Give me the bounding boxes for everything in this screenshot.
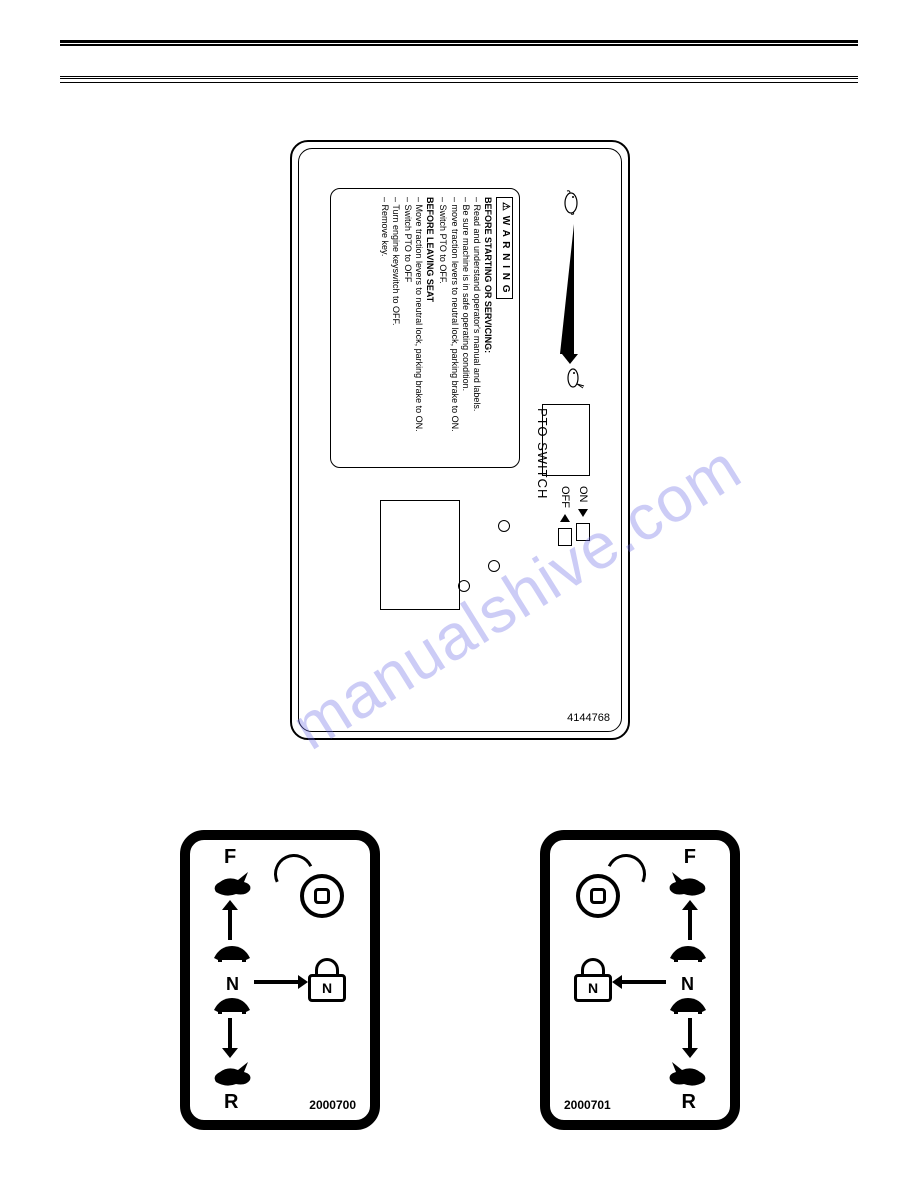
- turtle-slow-icon: [666, 994, 710, 1016]
- neutral-arrow: [254, 980, 298, 984]
- traction-decal-left: F R N N 2000700: [180, 830, 380, 1130]
- turtle-slow-icon: [210, 994, 254, 1016]
- page-rule-2: [60, 76, 858, 79]
- forward-label: F: [684, 846, 696, 869]
- warning-item: Read and understand operator's manual an…: [471, 197, 482, 459]
- key-pos-icon: [488, 560, 500, 572]
- page-rule: [60, 40, 858, 46]
- neutral-arrow-head: [298, 975, 308, 989]
- traction-decal-right: F R N N 2000701: [540, 830, 740, 1130]
- blade-off-icon: [558, 528, 572, 546]
- warning-item: Move traction levers to neutral lock, pa…: [413, 197, 424, 459]
- page-rule-3: [60, 82, 858, 83]
- warning-item: Switch PTO to OFF.: [437, 197, 448, 459]
- rabbit-fast-icon: [666, 870, 710, 898]
- on-label: ON: [577, 486, 589, 503]
- decal-part-number: 2000701: [564, 1098, 611, 1112]
- warning-item: Remove key.: [379, 197, 390, 459]
- warning-section1-list: Read and understand operator's manual an…: [437, 197, 482, 459]
- rabbit-fast-icon: [210, 1060, 254, 1088]
- turtle-slow-icon: [210, 942, 254, 964]
- lock-n-label: N: [588, 980, 598, 996]
- turtle-slow-icon: [666, 942, 710, 964]
- neutral-arrow: [622, 980, 666, 984]
- warning-title: ⚠ W A R N I N G: [497, 197, 514, 299]
- rabbit-fast-icon: [666, 1060, 710, 1088]
- steering-wheel-icon: [300, 874, 344, 918]
- forward-label: F: [224, 846, 236, 869]
- throttle-indicator: [537, 190, 592, 390]
- neutral-lock-icon: N: [574, 958, 612, 1002]
- warning-item: move traction levers to neutral lock, pa…: [449, 197, 460, 459]
- warning-item: Be sure machine is in safe operating con…: [460, 197, 471, 459]
- slow-icon: [557, 190, 582, 216]
- neutral-arrow-head: [612, 975, 622, 989]
- key-pos-icon: [498, 520, 510, 532]
- neutral-lock-icon: N: [308, 958, 346, 1002]
- off-label: OFF: [559, 486, 571, 508]
- warning-label: ⚠ W A R N I N G BEFORE STARTING OR SERVI…: [330, 188, 520, 468]
- steering-wheel-icon: [576, 874, 620, 918]
- warning-item: Switch PTO to OFF: [402, 197, 413, 459]
- rabbit-fast-icon: [210, 870, 254, 898]
- blade-on-icon: [576, 523, 590, 541]
- keyswitch-cutout: [380, 500, 460, 610]
- warning-section1-title: BEFORE STARTING OR SERVICING:: [482, 197, 493, 459]
- decal-part-number: 2000700: [309, 1098, 356, 1112]
- warning-section2-list: Move traction levers to neutral lock, pa…: [379, 197, 424, 459]
- control-panel-decal: 4144768 PTO SWITCH ON OFF ⚠ W A R N I N …: [290, 140, 630, 740]
- fast-icon: [559, 364, 586, 390]
- lock-n-label: N: [322, 980, 332, 996]
- on-off-indicator: ON OFF: [540, 486, 590, 696]
- warning-item: Turn engine keyswitch to OFF.: [390, 197, 401, 459]
- warning-section2-title: BEFORE LEAVING SEAT: [424, 197, 435, 459]
